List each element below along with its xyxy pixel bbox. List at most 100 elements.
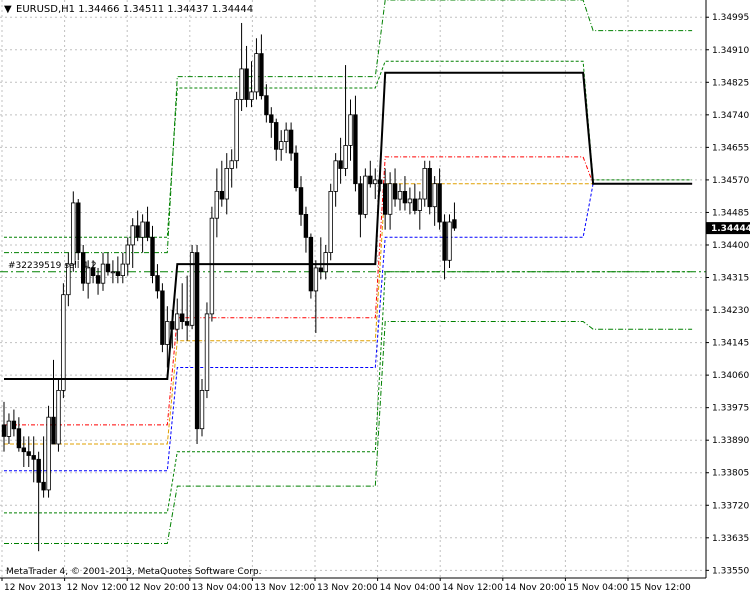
candle (368, 160, 373, 188)
candle (51, 359, 56, 445)
candle (239, 22, 244, 112)
candle (204, 302, 210, 399)
y-tick-label: 1.34145 (712, 339, 749, 349)
candle-body (397, 190, 403, 200)
candle (86, 260, 91, 299)
candle-body (318, 267, 323, 273)
candle (412, 183, 418, 215)
candle-body (234, 99, 239, 162)
candle-body (288, 129, 294, 154)
y-tick-label: 1.34400 (712, 241, 749, 251)
x-tick-label: 14 Nov 04:00 (380, 583, 441, 593)
y-tick-label: 1.33805 (712, 469, 749, 479)
candle (36, 451, 41, 552)
copyright-text: MetaTrader 4, © 2001-2013, MetaQuotes So… (6, 567, 262, 577)
candle (140, 214, 145, 253)
band-orange (4, 183, 693, 445)
y-tick-label: 1.34825 (712, 78, 749, 88)
candle-body (442, 221, 447, 261)
candle-body (298, 187, 304, 215)
y-tick-label: 1.33550 (712, 566, 749, 576)
candle (150, 225, 155, 284)
candle-body (199, 389, 205, 430)
candle (135, 210, 140, 242)
band-red (4, 156, 693, 426)
candle-body (51, 416, 56, 445)
candle-body (259, 53, 264, 97)
candle-body (115, 271, 121, 276)
candle (308, 233, 314, 299)
candle (11, 409, 17, 437)
candle (298, 176, 304, 226)
candle-body (105, 263, 111, 273)
candle-body (81, 252, 86, 284)
candle (160, 283, 165, 353)
candle (229, 149, 234, 188)
candle (442, 214, 447, 280)
candle-body (160, 290, 165, 345)
dropdown-triangle-icon[interactable]: ▼ (4, 4, 12, 15)
candle (273, 118, 279, 161)
candle (288, 122, 294, 161)
candle-body (189, 252, 195, 326)
candle-body (165, 321, 170, 345)
candle (224, 153, 229, 215)
y-tick-label: 1.34910 (712, 46, 749, 56)
candle (358, 176, 363, 238)
candle (387, 172, 393, 230)
candle-body (372, 179, 378, 185)
y-tick-label: 1.34740 (712, 111, 749, 121)
candle (6, 413, 12, 445)
chart-title: ▼ EURUSD,H1 1.34466 1.34511 1.34437 1.34… (4, 4, 253, 15)
candle (323, 244, 328, 280)
candle-body (412, 198, 418, 211)
candle-body (100, 263, 106, 284)
candle (100, 252, 106, 291)
candle-body (184, 321, 190, 326)
candle (56, 378, 61, 452)
candle (432, 176, 437, 226)
candle-body (338, 160, 343, 169)
candle (155, 264, 160, 299)
candle (110, 260, 116, 284)
candle-body (76, 202, 81, 254)
candle-body (264, 95, 269, 116)
candle (407, 187, 413, 215)
candle-body (36, 458, 41, 483)
candle (71, 191, 76, 272)
y-tick-label: 1.34655 (712, 143, 749, 153)
order-label: #32239519 sell 4.2 (8, 261, 97, 271)
candle-body (353, 114, 358, 185)
x-tick-label: 15 Nov 12:00 (630, 583, 691, 593)
candle (120, 252, 125, 284)
candle (259, 34, 264, 100)
candle (392, 168, 398, 207)
candle (249, 61, 254, 108)
candle (313, 260, 319, 334)
candle-body (11, 420, 17, 430)
y-tick-label: 1.33635 (712, 534, 749, 544)
candle (278, 130, 284, 161)
x-tick-label: 15 Nov 04:00 (567, 583, 628, 593)
candle (145, 206, 150, 242)
candle (194, 244, 200, 445)
candle-body (209, 217, 215, 315)
candle (447, 214, 452, 268)
candle-body (214, 190, 219, 219)
x-tick-label: 14 Nov 20:00 (505, 583, 566, 593)
x-tick-label: 12 Nov 12:00 (67, 583, 128, 593)
candle-body (219, 190, 224, 200)
candle-body (41, 481, 46, 491)
candle-body (155, 275, 160, 292)
grid (0, 0, 706, 578)
candle-body (150, 236, 155, 277)
candle (244, 45, 249, 108)
y-tick-label: 1.33975 (712, 404, 749, 414)
candle-body (422, 167, 427, 200)
candle-body (6, 420, 12, 437)
candle (21, 436, 26, 467)
candle (41, 436, 46, 498)
candle-body (447, 221, 452, 261)
candle (115, 256, 121, 284)
